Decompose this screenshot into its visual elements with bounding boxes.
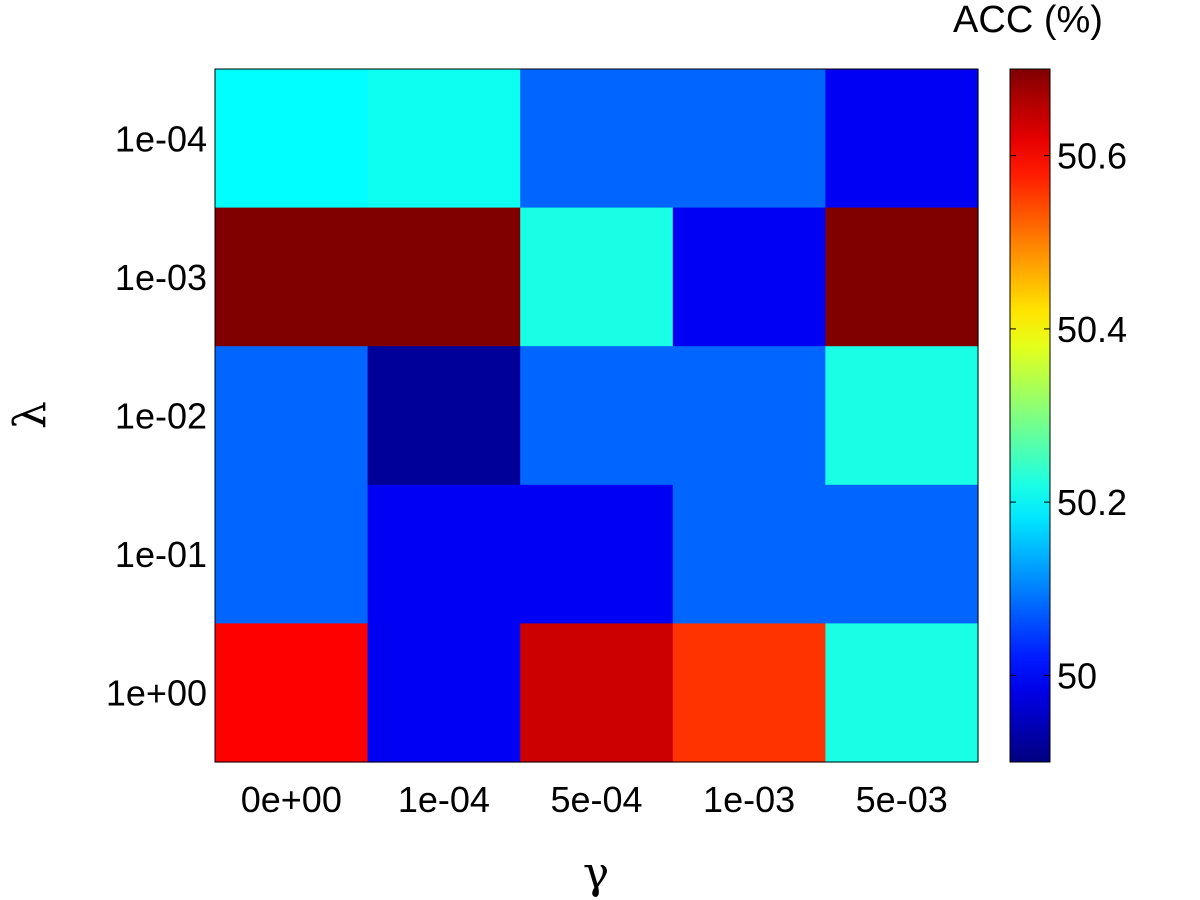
heatmap-cell <box>520 346 674 486</box>
colorbar-tick-label: 50.4 <box>1057 309 1127 350</box>
colorbar-ticks: 50 50.2 50.4 50.6 <box>1010 136 1127 696</box>
plot-frame <box>214 68 979 763</box>
heatmap-cells <box>215 69 979 763</box>
colorbar-tick-label: 50.2 <box>1057 482 1127 523</box>
x-tick-label: 1e-04 <box>398 779 490 820</box>
heatmap-cell <box>825 623 979 763</box>
heatmap-cell <box>825 346 979 486</box>
heatmap-cell <box>672 623 826 763</box>
heatmap-cell <box>825 207 979 347</box>
heatmap-cell <box>215 623 369 763</box>
y-axis-label: λ <box>5 401 56 429</box>
heatmap-cell <box>367 69 521 209</box>
heatmap-cell <box>367 484 521 624</box>
heatmap-cell <box>367 346 521 486</box>
y-tick-label: 1e+00 <box>106 673 207 714</box>
heatmap-cell <box>672 69 826 209</box>
heatmap-cell <box>520 623 674 763</box>
heatmap-cell <box>672 346 826 486</box>
x-tick-labels: 0e+00 1e-04 5e-04 1e-03 5e-03 <box>241 779 948 820</box>
heatmap-cell <box>825 484 979 624</box>
colorbar-label: ACC (%) <box>953 0 1103 41</box>
heatmap-cell <box>215 346 369 486</box>
heatmap-cell <box>367 207 521 347</box>
heatmap-cell <box>672 207 826 347</box>
x-axis-label: γ <box>583 848 609 899</box>
y-tick-label: 1e-04 <box>115 118 207 159</box>
heatmap-cell <box>672 484 826 624</box>
y-tick-label: 1e-02 <box>115 396 207 437</box>
y-tick-labels: 1e-04 1e-03 1e-02 1e-01 1e+00 <box>106 118 207 713</box>
heatmap-cell <box>520 69 674 209</box>
colorbar <box>1009 68 1051 763</box>
colorbar-tick-label: 50.6 <box>1057 136 1127 177</box>
heatmap-cell <box>367 623 521 763</box>
x-tick-label: 5e-04 <box>550 779 642 820</box>
x-tick-label: 5e-03 <box>856 779 948 820</box>
heatmap-cell <box>215 207 369 347</box>
heatmap-cell <box>520 207 674 347</box>
heatmap-cell <box>520 484 674 624</box>
heatmap-cell <box>215 484 369 624</box>
y-tick-label: 1e-03 <box>115 257 207 298</box>
x-tick-label: 1e-03 <box>703 779 795 820</box>
y-tick-label: 1e-01 <box>115 534 207 575</box>
heatmap-cell <box>825 69 979 209</box>
heatmap-cell <box>215 69 369 209</box>
colorbar-tick-label: 50 <box>1057 655 1097 696</box>
x-tick-label: 0e+00 <box>241 779 342 820</box>
